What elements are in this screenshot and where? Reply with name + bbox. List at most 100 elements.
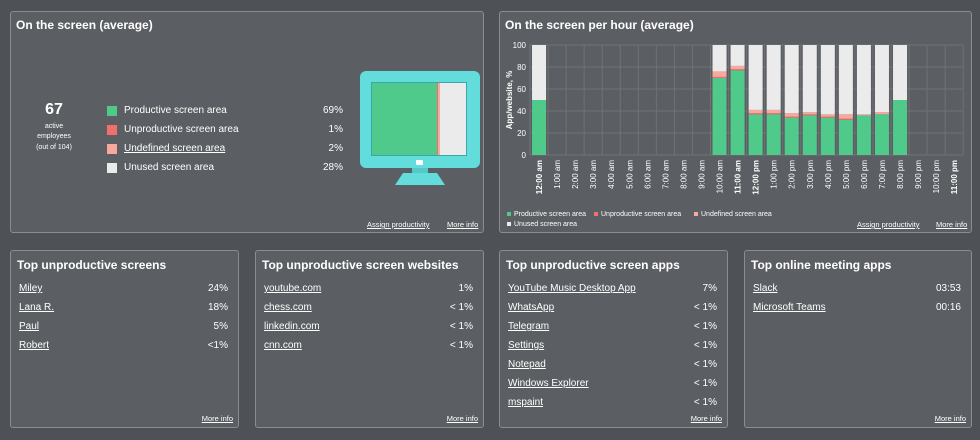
bar-segment-undefined[interactable] bbox=[784, 113, 799, 117]
monitor-unproductive-area bbox=[436, 83, 438, 155]
bar-segment-unused[interactable] bbox=[838, 45, 853, 115]
bar-segment-productive[interactable] bbox=[784, 117, 799, 155]
bar-segment-productive[interactable] bbox=[766, 114, 781, 155]
list-item-name[interactable]: youtube.com bbox=[264, 283, 322, 294]
legend-value: 69% bbox=[322, 105, 343, 116]
more-info-link[interactable]: More info bbox=[936, 220, 968, 229]
chart-legend-label: Productive screen area bbox=[514, 211, 586, 218]
bar-segment-unproductive[interactable] bbox=[712, 76, 727, 78]
assign-productivity-link[interactable]: Assign productivity bbox=[367, 220, 430, 229]
list-item-name[interactable]: Windows Explorer bbox=[508, 378, 589, 389]
panel-title: Top unproductive screens bbox=[17, 258, 167, 272]
hourly-panel: On the screen per hour (average) 0 20 40 60… bbox=[499, 11, 972, 233]
bar-segment-unproductive[interactable] bbox=[838, 118, 853, 120]
y-tick-label: 60 bbox=[517, 85, 526, 94]
active-employees-label-3: (out of 104) bbox=[36, 144, 72, 151]
bar-segment-unused[interactable] bbox=[820, 45, 835, 115]
active-employees-count: 67 bbox=[45, 101, 63, 118]
bar-segment-unproductive[interactable] bbox=[802, 114, 817, 116]
x-tick-label: 3:00 pm bbox=[806, 160, 815, 189]
bar-segment-unproductive[interactable] bbox=[730, 69, 745, 71]
bar-segment-unused[interactable] bbox=[730, 45, 745, 66]
list-item: Miley 24% bbox=[19, 283, 228, 297]
list-item: Paul 5% bbox=[19, 321, 228, 335]
legend-swatch-undefined bbox=[107, 144, 117, 154]
bar-segment-productive[interactable] bbox=[856, 115, 871, 155]
bar-segment-undefined[interactable] bbox=[820, 114, 835, 117]
bar-segment-productive[interactable] bbox=[838, 119, 853, 155]
bar-segment-unused[interactable] bbox=[802, 45, 817, 113]
list-item-value: 5% bbox=[213, 321, 228, 332]
bar-segment-unproductive[interactable] bbox=[784, 116, 799, 118]
active-employees-label-1: active bbox=[44, 123, 64, 130]
list-item-value: 7% bbox=[702, 283, 717, 294]
list-item: Settings < 1% bbox=[508, 340, 717, 354]
bar-segment-productive[interactable] bbox=[874, 114, 889, 155]
more-info-link[interactable]: More info bbox=[201, 414, 233, 423]
y-tick-label: 20 bbox=[517, 129, 526, 138]
legend-dot-unproductive bbox=[594, 212, 598, 217]
bar-segment-undefined[interactable] bbox=[838, 114, 853, 119]
list-item-name[interactable]: Settings bbox=[508, 340, 545, 351]
bar-segment-unproductive[interactable] bbox=[820, 116, 835, 118]
legend-label[interactable]: Undefined screen area bbox=[124, 143, 226, 154]
bar-segment-productive[interactable] bbox=[802, 115, 817, 155]
monitor-productive-area bbox=[372, 83, 437, 155]
bar-segment-productive[interactable] bbox=[730, 70, 745, 155]
list-item-name[interactable]: cnn.com bbox=[264, 340, 302, 351]
list-item-name[interactable]: WhatsApp bbox=[508, 302, 555, 313]
list-item-name[interactable]: Lana R. bbox=[19, 302, 55, 313]
more-info-link[interactable]: More info bbox=[446, 414, 478, 423]
bar-segment-unused[interactable] bbox=[766, 45, 781, 110]
bar-segment-unproductive[interactable] bbox=[766, 113, 781, 115]
bar-segment-unused[interactable] bbox=[748, 45, 763, 110]
bar-segment-unproductive[interactable] bbox=[748, 113, 763, 115]
x-tick-label: 4:00 am bbox=[607, 160, 616, 189]
legend-row-productive: Productive screen area 69% bbox=[107, 104, 343, 118]
bar-segment-productive[interactable] bbox=[893, 100, 908, 155]
x-tick-label: 6:00 am bbox=[643, 160, 652, 189]
list-item-name[interactable]: Microsoft Teams bbox=[753, 302, 826, 313]
bar-segment-productive[interactable] bbox=[532, 100, 547, 155]
bar-segment-unused[interactable] bbox=[712, 45, 727, 72]
list-item-name[interactable]: YouTube Music Desktop App bbox=[508, 283, 636, 294]
bar-segment-productive[interactable] bbox=[712, 78, 727, 155]
more-info-link[interactable]: More info bbox=[690, 414, 722, 423]
chart-legend-unproductive: Unproductive screen area bbox=[594, 211, 681, 218]
bar-segment-productive[interactable] bbox=[748, 114, 763, 155]
bar-segment-undefined[interactable] bbox=[802, 112, 817, 115]
more-info-link[interactable]: More info bbox=[934, 414, 966, 423]
list-item-name[interactable]: Slack bbox=[753, 283, 778, 294]
list-item-value: < 1% bbox=[449, 302, 473, 313]
bar-segment-unused[interactable] bbox=[784, 45, 799, 114]
list-item-name[interactable]: Robert bbox=[19, 340, 50, 351]
bar-segment-undefined[interactable] bbox=[730, 65, 745, 70]
assign-productivity-link[interactable]: Assign productivity bbox=[857, 220, 920, 229]
x-tick-label: 8:00 pm bbox=[896, 160, 905, 189]
list-item-name[interactable]: Notepad bbox=[508, 359, 546, 370]
x-tick-label: 9:00 pm bbox=[914, 160, 923, 189]
list-item-name[interactable]: Telegram bbox=[508, 321, 550, 332]
bar-segment-undefined[interactable] bbox=[856, 114, 871, 116]
more-info-link[interactable]: More info bbox=[447, 220, 479, 229]
x-tick-label: 11:00 pm bbox=[950, 160, 959, 194]
list-item-value: <1% bbox=[207, 340, 228, 351]
x-tick-label: 5:00 am bbox=[625, 160, 634, 189]
list-item: linkedin.com < 1% bbox=[264, 321, 473, 335]
list-item-name[interactable]: Paul bbox=[19, 321, 40, 332]
bar-segment-undefined[interactable] bbox=[874, 112, 889, 115]
bar-segment-unused[interactable] bbox=[893, 45, 908, 100]
bar-segment-undefined[interactable] bbox=[766, 109, 781, 114]
list-item-name[interactable]: chess.com bbox=[264, 302, 312, 313]
bar-segment-unused[interactable] bbox=[856, 45, 871, 115]
bar-segment-unused[interactable] bbox=[532, 45, 547, 100]
list-item-name[interactable]: mspaint bbox=[508, 397, 544, 408]
list-item-name[interactable]: Miley bbox=[19, 283, 43, 294]
summary-title: On the screen (average) bbox=[16, 18, 153, 32]
list-item-value: < 1% bbox=[693, 378, 717, 389]
bar-segment-undefined[interactable] bbox=[712, 71, 727, 77]
bar-segment-undefined[interactable] bbox=[748, 109, 763, 114]
list-item-name[interactable]: linkedin.com bbox=[264, 321, 320, 332]
bar-segment-productive[interactable] bbox=[820, 117, 835, 155]
bar-segment-unused[interactable] bbox=[874, 45, 889, 113]
